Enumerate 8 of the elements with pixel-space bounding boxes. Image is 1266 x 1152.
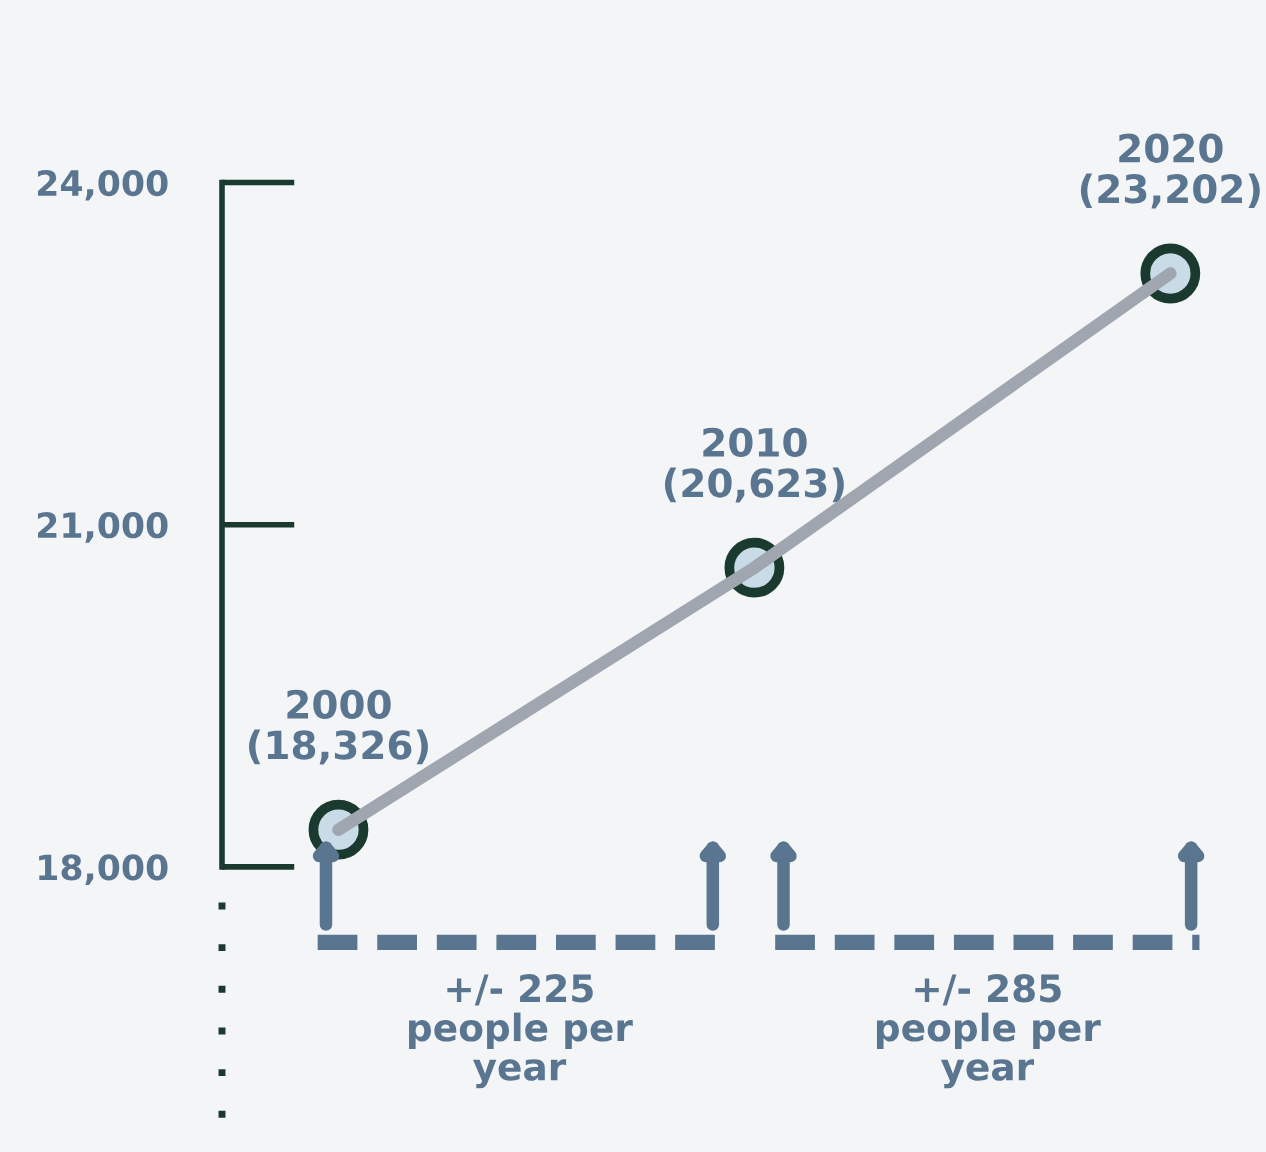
data-label: 2020 (23,202): [1080, 133, 1260, 209]
annotation: +/- 225 people per year: [409, 974, 633, 1089]
y-tick-label: 24,000: [37, 169, 168, 201]
annotation: +/- 285 people per year: [876, 974, 1101, 1089]
y-tick-label: 18,000: [39, 854, 168, 885]
data-label: 2000 (18,326): [249, 689, 428, 765]
y-tick-label: 21,000: [37, 512, 168, 543]
data-label: 2010 (20,623): [664, 427, 844, 503]
